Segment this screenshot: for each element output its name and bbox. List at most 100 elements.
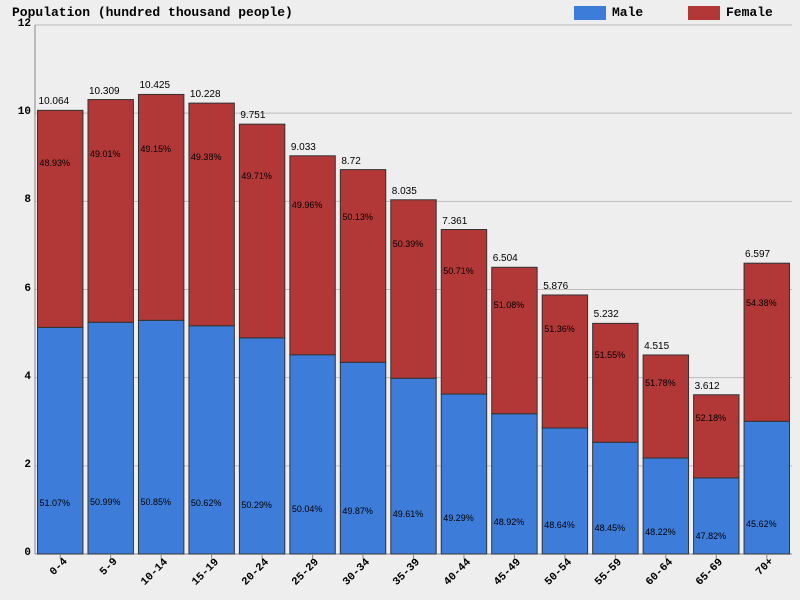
y-tick-label: 10	[3, 106, 31, 118]
x-tick-label: 60-64	[644, 557, 676, 589]
bar-male	[593, 442, 638, 554]
bar-male	[88, 322, 133, 554]
bar-female-pct-label: 51.36%	[544, 324, 575, 334]
bar-male-pct-label: 49.87%	[342, 506, 373, 516]
x-tick-label: 0-4	[48, 556, 70, 578]
bar-male	[290, 355, 335, 554]
bar-total-label: 10.425	[139, 80, 170, 91]
bar-total-label: 4.515	[644, 341, 669, 352]
bar-female	[88, 100, 133, 323]
bar-female	[391, 200, 436, 378]
x-tick-label: 65-69	[694, 557, 726, 589]
bar-female-pct-label: 51.55%	[595, 350, 626, 360]
bar-total-label: 9.033	[291, 142, 316, 153]
bar-male	[542, 428, 587, 554]
x-tick-label: 55-59	[593, 557, 625, 589]
x-tick-label: 35-39	[391, 557, 423, 589]
y-tick-label: 4	[3, 371, 31, 383]
x-tick-label: 40-44	[442, 557, 474, 589]
bar-male-pct-label: 51.07%	[40, 498, 71, 508]
bar-male-pct-label: 48.22%	[645, 527, 676, 537]
y-tick-label: 12	[3, 18, 31, 30]
bar-male-pct-label: 49.61%	[393, 509, 424, 519]
bar-female-pct-label: 50.71%	[443, 266, 474, 276]
bar-female	[593, 323, 638, 442]
x-tick-label: 20-24	[240, 557, 272, 589]
x-tick-label: 30-34	[341, 557, 373, 589]
bar-male	[340, 362, 385, 554]
bar-male	[643, 458, 688, 554]
y-tick-label: 2	[3, 459, 31, 471]
bar-female-pct-label: 50.39%	[393, 239, 424, 249]
legend-label-female: Female	[726, 5, 773, 20]
bar-male-pct-label: 50.62%	[191, 498, 222, 508]
bar-total-label: 10.309	[89, 86, 120, 97]
bar-male-pct-label: 50.99%	[90, 497, 121, 507]
bar-female	[744, 263, 789, 421]
bar-female-pct-label: 51.78%	[645, 378, 676, 388]
bar-female-pct-label: 54.38%	[746, 298, 777, 308]
bar-female	[138, 94, 183, 320]
bar-total-label: 5.232	[594, 309, 619, 320]
bar-total-label: 5.876	[543, 281, 568, 292]
bar-female	[38, 110, 83, 327]
bar-total-label: 10.228	[190, 89, 221, 100]
bar-total-label: 7.361	[442, 216, 467, 227]
bar-male	[744, 421, 789, 554]
y-tick-label: 0	[3, 547, 31, 559]
x-tick-label: 25-29	[290, 557, 322, 589]
bar-female-pct-label: 49.71%	[241, 171, 272, 181]
bar-male-pct-label: 50.04%	[292, 504, 323, 514]
bar-female-pct-label: 52.18%	[696, 413, 727, 423]
bar-male	[189, 326, 234, 554]
x-tick-label: 45-49	[492, 557, 524, 589]
bar-female	[492, 267, 537, 413]
plot-area	[35, 25, 792, 554]
bar-total-label: 6.597	[745, 249, 770, 260]
bar-female-pct-label: 50.13%	[342, 212, 373, 222]
legend-label-male: Male	[612, 5, 643, 20]
x-tick-label: 70+	[754, 556, 776, 578]
bar-male-pct-label: 49.29%	[443, 513, 474, 523]
y-tick-label: 8	[3, 194, 31, 206]
bar-female	[542, 295, 587, 428]
bar-total-label: 8.035	[392, 186, 417, 197]
bar-total-label: 9.751	[240, 110, 265, 121]
bar-female	[694, 395, 739, 478]
bar-female-pct-label: 49.96%	[292, 200, 323, 210]
bar-female	[239, 124, 284, 338]
bar-female-pct-label: 48.93%	[40, 158, 71, 168]
bar-male-pct-label: 50.29%	[241, 500, 272, 510]
bar-male-pct-label: 48.45%	[595, 523, 626, 533]
legend-swatch-female	[688, 6, 720, 20]
bar-total-label: 6.504	[493, 253, 518, 264]
bar-male-pct-label: 48.92%	[494, 517, 525, 527]
bar-male	[138, 320, 183, 554]
bar-male	[38, 327, 83, 554]
chart-title: Population (hundred thousand people)	[12, 5, 293, 20]
bar-female	[340, 170, 385, 363]
bar-male	[694, 478, 739, 554]
bar-male-pct-label: 47.82%	[696, 531, 727, 541]
bar-male-pct-label: 48.64%	[544, 520, 575, 530]
x-tick-label: 5-9	[98, 556, 120, 578]
y-tick-label: 6	[3, 283, 31, 295]
bar-total-label: 3.612	[695, 381, 720, 392]
bar-female-pct-label: 49.01%	[90, 149, 121, 159]
bar-male	[239, 338, 284, 554]
bar-male-pct-label: 45.62%	[746, 519, 777, 529]
bar-total-label: 8.72	[341, 156, 360, 167]
bar-male	[441, 394, 486, 554]
bar-female	[643, 355, 688, 458]
bar-female-pct-label: 49.38%	[191, 152, 222, 162]
bar-female	[441, 230, 486, 395]
x-tick-label: 10-14	[139, 557, 171, 589]
x-tick-label: 50-54	[543, 557, 575, 589]
bar-female	[189, 103, 234, 326]
x-tick-label: 15-19	[190, 557, 222, 589]
bar-male-pct-label: 50.85%	[140, 497, 171, 507]
legend-swatch-male	[574, 6, 606, 20]
bar-female-pct-label: 51.08%	[494, 300, 525, 310]
bar-male	[391, 378, 436, 554]
chart-svg	[35, 25, 792, 554]
